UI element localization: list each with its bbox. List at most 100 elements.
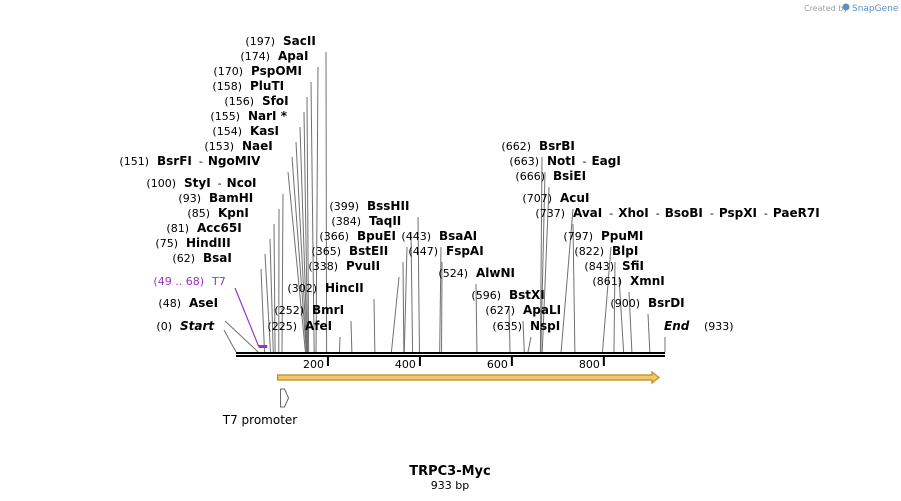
- site-lines: [223, 51, 666, 353]
- enzyme-name: AseI: [189, 296, 218, 310]
- ruler-tick-label: 800: [579, 358, 600, 371]
- site-position: (155): [210, 110, 240, 123]
- site-label: (707) AcuI: [522, 191, 589, 205]
- enzyme-name: NarI *: [248, 109, 288, 123]
- site-position: (302): [287, 282, 317, 295]
- ruler-tick-label: 400: [395, 358, 416, 371]
- site-leader-line: [572, 223, 576, 353]
- site-position: (153): [204, 140, 234, 153]
- site-label: (366) BpuEI: [319, 229, 396, 243]
- enzyme-name: PspXI: [719, 206, 757, 220]
- site-position: (399): [329, 200, 359, 213]
- enzyme-name: FspAI: [446, 244, 484, 258]
- site-leader-line: [522, 320, 525, 353]
- site-leader-line: [628, 291, 633, 353]
- site-label: (155) NarI *: [210, 109, 287, 123]
- site-label: (100) StyI - NcoI: [146, 176, 256, 190]
- site-label: (663) NotI - EagI: [509, 154, 620, 168]
- site-separator: -: [609, 207, 613, 220]
- site-position: (627): [485, 304, 515, 317]
- site-leader-line: [303, 111, 309, 353]
- enzyme-name: BamHI: [209, 191, 253, 205]
- site-separator: -: [583, 155, 587, 168]
- site-labels: (197) SacII (174) ApaI (170) PspOMI (158) PluTI…: [119, 34, 820, 348]
- enzyme-name: BsrBI: [539, 139, 575, 153]
- enzyme-name: NotI: [547, 154, 576, 168]
- site-leader-line: [350, 320, 353, 353]
- site-leader-line: [224, 320, 259, 353]
- enzyme-name: BmrI: [312, 303, 344, 317]
- enzyme-name: EagI: [591, 154, 620, 168]
- site-position: (366): [319, 230, 349, 243]
- site-position: (384): [331, 215, 361, 228]
- enzyme-name: NgoMIV: [208, 154, 261, 168]
- site-label: (843) SfiI: [584, 259, 644, 273]
- site-leader-line: [560, 208, 574, 353]
- site-label: (666) BsiEI: [515, 169, 586, 183]
- enzyme-name: XhoI: [618, 206, 649, 220]
- site-position: (170): [213, 65, 243, 78]
- site-leader-line: [601, 246, 612, 353]
- site-position: (75): [155, 237, 178, 250]
- primer-t7: (49 .. 68) T7: [153, 275, 268, 348]
- site-leader-line: [390, 276, 400, 353]
- site-label: (252) BmrI: [274, 303, 344, 317]
- site-separator: -: [764, 207, 768, 220]
- primer-leader-line: [234, 287, 260, 347]
- site-position: (338): [308, 260, 338, 273]
- t7-promoter-feature: [280, 388, 290, 408]
- enzyme-name: NspI: [530, 319, 560, 333]
- backbone: [236, 352, 665, 357]
- enzyme-name: BsrFI: [157, 154, 192, 168]
- site-position: (93): [178, 192, 201, 205]
- enzyme-name: NaeI: [242, 139, 273, 153]
- enzyme-name: AfeI: [305, 319, 332, 333]
- site-leader-line: [439, 246, 442, 353]
- site-separator: -: [218, 177, 222, 190]
- enzyme-name: PvuII: [346, 259, 380, 273]
- site-leader-line: [281, 193, 284, 353]
- enzyme-name: AlwNI: [476, 266, 515, 280]
- site-position: (85): [187, 207, 210, 220]
- site-label: (151) BsrFI - NgoMIV: [119, 154, 261, 168]
- site-position: (197): [245, 35, 275, 48]
- enzyme-name: PaeR7I: [773, 206, 820, 220]
- site-position: (524): [438, 267, 468, 280]
- site-label: (447) FspAI: [408, 244, 483, 258]
- enzyme-name: KpnI: [218, 206, 249, 220]
- site-leader-line: [540, 171, 546, 353]
- site-leader-line: [273, 223, 276, 353]
- site-leader-line: [260, 268, 266, 353]
- site-leader-line: [410, 231, 414, 353]
- site-leader-line: [373, 298, 376, 353]
- site-separator: -: [656, 207, 660, 220]
- orf-feature-arrow: [276, 370, 660, 385]
- site-position: (100): [146, 177, 176, 190]
- map-title: TRPC3-Myc: [409, 464, 491, 479]
- enzyme-name: SacII: [283, 34, 316, 48]
- site-leader-line: [310, 81, 315, 353]
- enzyme-name: HindIII: [186, 236, 231, 250]
- site-leader-line: [403, 246, 408, 353]
- enzyme-name: BsaAI: [439, 229, 477, 243]
- site-leader-line: [315, 66, 319, 353]
- site-label: (861) XmnI: [592, 274, 664, 288]
- site-leader-line: [613, 261, 616, 353]
- enzyme-name: BlpI: [612, 244, 638, 258]
- site-leader-line: [527, 336, 532, 353]
- backbone-top-strand: [236, 352, 665, 354]
- site-leader-line: [338, 336, 341, 353]
- site-label: (225) AfeI: [267, 319, 332, 333]
- snapgene-logo-icon: [842, 3, 850, 11]
- start-leader-line: [223, 329, 237, 353]
- site-position: (596): [471, 289, 501, 302]
- end-position: (933): [704, 320, 734, 333]
- snapgene-credit: Created by SnapGene: [804, 3, 899, 14]
- site-position: (156): [224, 95, 254, 108]
- site-position: (252): [274, 304, 304, 317]
- site-position: (822): [574, 245, 604, 258]
- start-name: Start: [180, 319, 215, 333]
- site-label: (170) PspOMI: [213, 64, 302, 78]
- enzyme-name: BsiEI: [553, 169, 586, 183]
- enzyme-name: BssHII: [367, 199, 409, 213]
